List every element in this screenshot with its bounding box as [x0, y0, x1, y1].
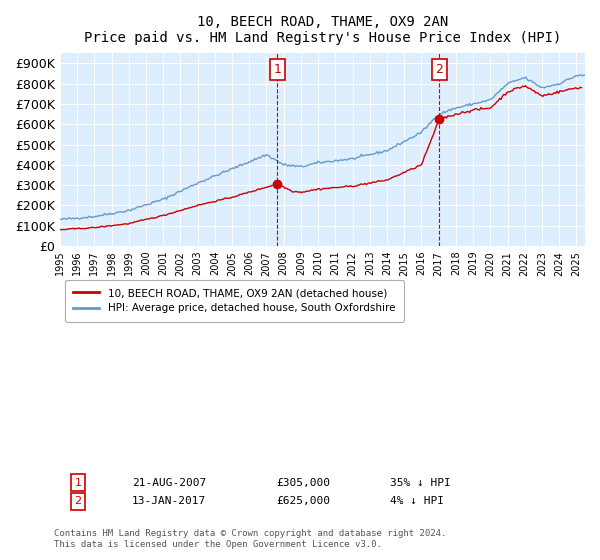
Legend: 10, BEECH ROAD, THAME, OX9 2AN (detached house), HPI: Average price, detached ho: 10, BEECH ROAD, THAME, OX9 2AN (detached… — [65, 279, 404, 321]
Text: £305,000: £305,000 — [276, 478, 330, 488]
Text: £625,000: £625,000 — [276, 496, 330, 506]
Text: 2: 2 — [436, 63, 443, 76]
Text: 1: 1 — [274, 63, 281, 76]
Title: 10, BEECH ROAD, THAME, OX9 2AN
Price paid vs. HM Land Registry's House Price Ind: 10, BEECH ROAD, THAME, OX9 2AN Price pai… — [84, 15, 561, 45]
Text: 2: 2 — [74, 496, 82, 506]
Text: 1: 1 — [74, 478, 82, 488]
Text: 4% ↓ HPI: 4% ↓ HPI — [390, 496, 444, 506]
Text: Contains HM Land Registry data © Crown copyright and database right 2024.
This d: Contains HM Land Registry data © Crown c… — [54, 529, 446, 549]
Text: 21-AUG-2007: 21-AUG-2007 — [132, 478, 206, 488]
Text: 13-JAN-2017: 13-JAN-2017 — [132, 496, 206, 506]
Text: 35% ↓ HPI: 35% ↓ HPI — [390, 478, 451, 488]
